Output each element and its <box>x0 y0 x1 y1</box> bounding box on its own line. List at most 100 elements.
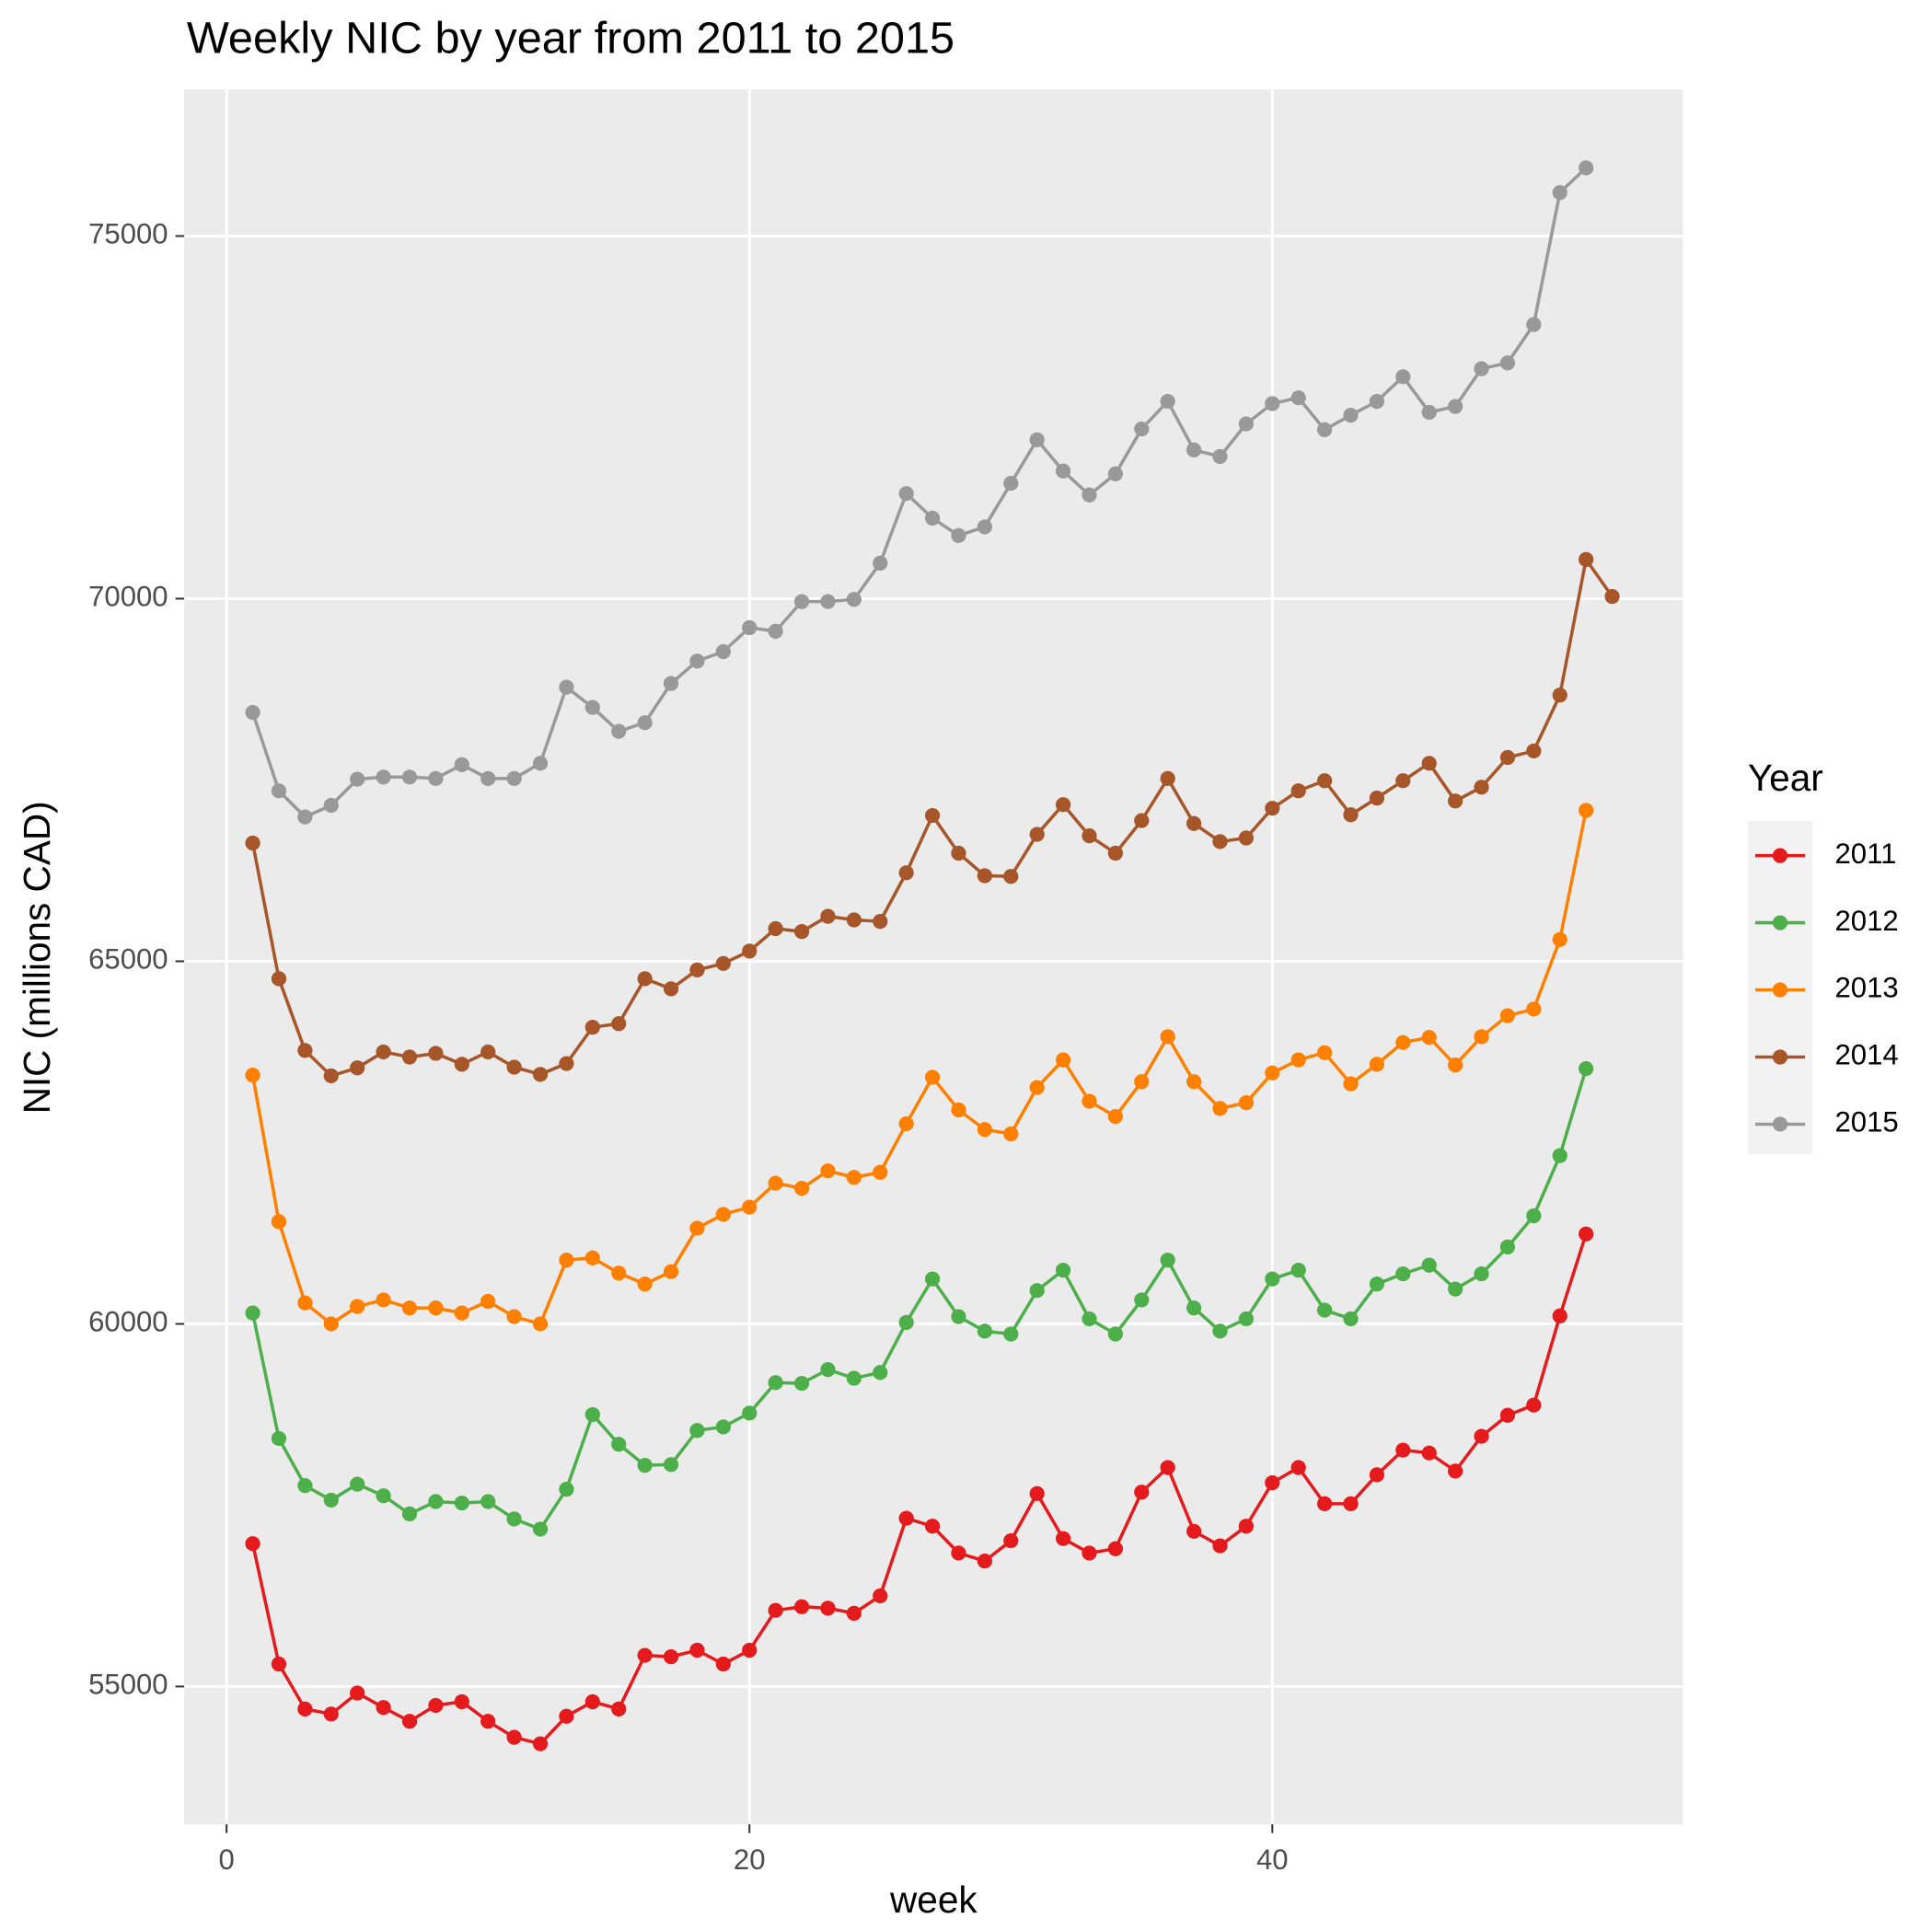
data-point <box>1290 1052 1306 1068</box>
data-point <box>1082 828 1097 844</box>
data-point <box>1212 1538 1228 1554</box>
data-point <box>768 1175 783 1191</box>
data-point <box>1082 1093 1097 1109</box>
data-point <box>1107 1541 1123 1556</box>
data-point <box>1421 756 1437 771</box>
data-point <box>1055 1531 1071 1546</box>
data-point <box>271 971 287 987</box>
data-point <box>1186 1074 1202 1090</box>
data-point <box>245 1305 260 1321</box>
data-point <box>1212 1323 1228 1339</box>
data-point <box>715 1419 731 1435</box>
legend-title: Year <box>1748 757 1823 799</box>
data-point <box>401 1300 418 1316</box>
data-point <box>951 1545 966 1561</box>
data-point <box>873 1588 888 1604</box>
data-point <box>924 1069 941 1085</box>
data-point <box>1474 1029 1489 1045</box>
data-point <box>1055 1263 1071 1278</box>
data-point <box>1107 845 1123 861</box>
data-point <box>1265 1065 1280 1081</box>
data-point <box>559 1056 574 1071</box>
data-point <box>271 1656 287 1672</box>
data-point <box>1186 442 1202 458</box>
data-point <box>559 1708 574 1724</box>
data-point <box>1029 1080 1045 1095</box>
data-point <box>663 1264 679 1279</box>
data-point <box>1474 1265 1489 1282</box>
data-point <box>584 1406 600 1423</box>
data-point <box>637 1647 653 1663</box>
data-point <box>742 943 758 959</box>
data-point <box>480 770 496 786</box>
data-point <box>584 1250 600 1265</box>
data-point <box>1186 1300 1202 1316</box>
data-point <box>1499 1008 1516 1023</box>
data-point <box>428 1300 444 1316</box>
data-point <box>898 1314 914 1330</box>
data-point <box>454 757 469 773</box>
data-point <box>376 769 391 785</box>
data-point <box>428 1494 444 1509</box>
data-point <box>1107 466 1123 482</box>
data-point <box>1395 1265 1411 1282</box>
data-point <box>1055 797 1071 813</box>
data-point <box>611 1016 627 1032</box>
data-point <box>1526 317 1542 332</box>
data-point <box>793 1599 810 1614</box>
data-point <box>401 769 418 785</box>
data-point <box>1343 1076 1359 1092</box>
data-point <box>768 1375 783 1391</box>
data-point <box>1160 770 1175 786</box>
data-point <box>350 1685 365 1701</box>
data-point <box>663 1457 679 1473</box>
data-point <box>742 619 758 636</box>
data-point <box>1134 813 1150 828</box>
data-point <box>454 1057 469 1072</box>
data-point <box>559 1481 574 1497</box>
data-point <box>506 1511 522 1527</box>
data-point <box>1552 688 1568 703</box>
legend-key-point <box>1772 1116 1788 1132</box>
data-point <box>376 1292 391 1308</box>
data-point <box>271 1430 287 1447</box>
data-point <box>1055 1052 1071 1068</box>
data-point <box>1474 361 1489 376</box>
data-point <box>846 592 862 607</box>
data-point <box>1212 448 1228 465</box>
data-point <box>1265 1271 1280 1287</box>
data-point <box>376 1488 391 1504</box>
data-point <box>1552 185 1568 201</box>
data-point <box>1579 160 1594 176</box>
data-point <box>480 1293 496 1310</box>
data-point <box>846 1170 862 1185</box>
data-point <box>1290 390 1306 406</box>
data-point <box>898 1115 914 1132</box>
data-point <box>1369 1276 1385 1292</box>
data-point <box>1029 1283 1045 1299</box>
data-point <box>715 955 731 971</box>
data-point <box>846 1370 862 1386</box>
data-point <box>898 1510 914 1526</box>
data-point <box>1029 1485 1045 1501</box>
legend-key-point <box>1772 915 1788 930</box>
chart-title: Weekly NIC by year from 2011 to 2015 <box>187 13 954 63</box>
data-point <box>1343 807 1359 823</box>
data-point <box>350 771 365 787</box>
data-point <box>1134 1292 1150 1308</box>
data-point <box>1160 1460 1175 1475</box>
x-tick-label: 20 <box>734 1843 766 1876</box>
plot-panel <box>184 89 1683 1825</box>
data-point <box>663 981 679 997</box>
data-point <box>820 1163 836 1179</box>
data-point <box>637 715 653 731</box>
series-line <box>250 810 1588 1326</box>
data-point <box>1134 421 1150 437</box>
data-point <box>1316 422 1333 437</box>
data-point <box>376 1044 391 1060</box>
data-point <box>1003 476 1019 491</box>
data-point <box>1134 1074 1150 1090</box>
data-point <box>977 868 992 884</box>
legend-key-point <box>1772 982 1788 998</box>
